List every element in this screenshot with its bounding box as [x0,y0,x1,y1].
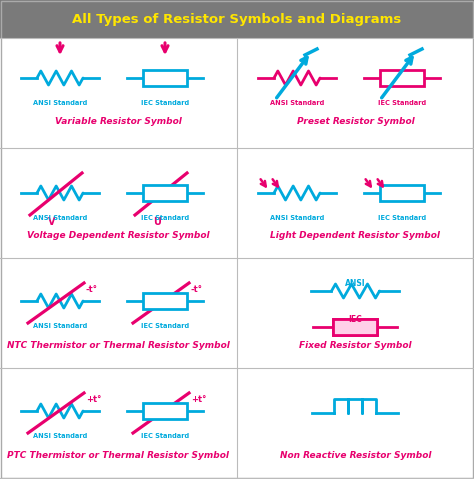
Bar [334,319,377,335]
Bar [334,319,377,335]
Text: NTC Thermistor or Thermal Resistor Symbol: NTC Thermistor or Thermal Resistor Symbo… [7,341,230,350]
Text: IEC Standard: IEC Standard [378,100,426,106]
Text: Preset Resistor Symbol: Preset Resistor Symbol [297,116,414,125]
Text: ANSI Standard: ANSI Standard [33,215,87,221]
Text: +t°: +t° [86,395,101,403]
Text: IEC Standard: IEC Standard [141,433,189,439]
Text: Light Dependent Resistor Symbol: Light Dependent Resistor Symbol [271,230,440,240]
Text: PTC Thermistor or Thermal Resistor Symbol: PTC Thermistor or Thermal Resistor Symbo… [8,451,229,459]
Text: IEC Standard: IEC Standard [378,215,426,221]
Text: Voltage Dependent Resistor Symbol: Voltage Dependent Resistor Symbol [27,230,210,240]
Text: ANSI: ANSI [345,279,366,288]
Text: Non Reactive Resistor Symbol: Non Reactive Resistor Symbol [280,451,431,459]
Text: All Types of Resistor Symbols and Diagrams: All Types of Resistor Symbols and Diagra… [73,12,401,25]
Text: ANSI Standard: ANSI Standard [270,100,324,106]
Text: Variable Resistor Symbol: Variable Resistor Symbol [55,116,182,125]
Text: ANSI Standard: ANSI Standard [270,215,324,221]
Bar [0,0,474,38]
Bar [143,185,187,201]
Text: IEC Standard: IEC Standard [141,323,189,329]
Text: ANSI Standard: ANSI Standard [33,433,87,439]
Bar [380,70,424,86]
Text: ANSI Standard: ANSI Standard [33,100,87,106]
Text: -t°: -t° [86,285,98,294]
Text: IEC Standard: IEC Standard [141,100,189,106]
Text: U: U [153,217,161,227]
Bar [143,70,187,86]
Bar [380,185,424,201]
Text: IEC: IEC [348,315,363,324]
Text: V: V [48,217,56,227]
Text: Fixed Resistor Symbol: Fixed Resistor Symbol [299,341,412,350]
Text: IEC Standard: IEC Standard [141,215,189,221]
Bar [143,293,187,309]
Text: ANSI Standard: ANSI Standard [33,323,87,329]
Text: -t°: -t° [191,285,203,294]
Bar [143,403,187,419]
Text: +t°: +t° [191,395,206,403]
